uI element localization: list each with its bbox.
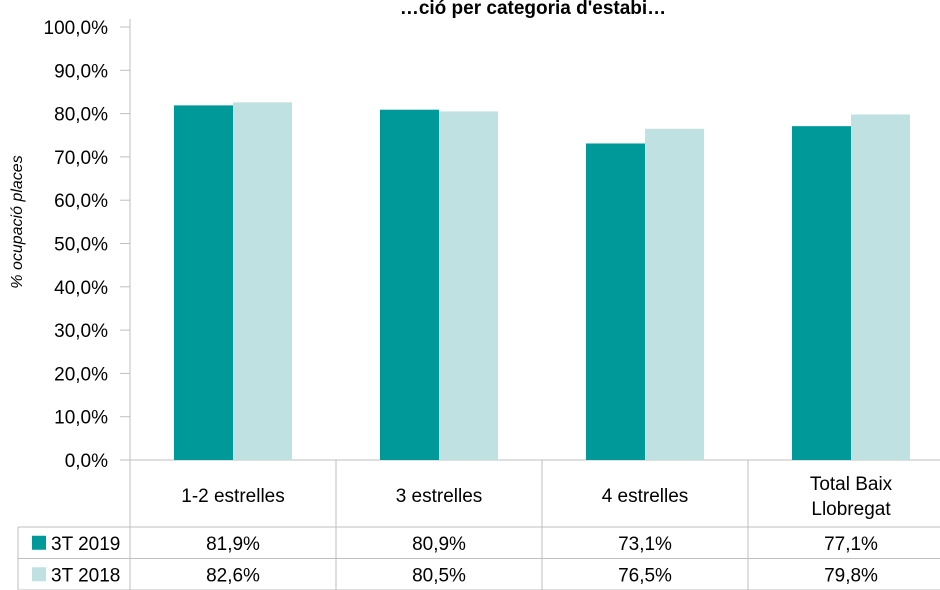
category-label: 3 estrelles (396, 486, 483, 507)
y-tick-label: 90,0% (54, 61, 108, 82)
y-axis-label: % ocupació places (9, 155, 26, 288)
table-value: 80,5% (412, 565, 466, 586)
y-tick-label: 10,0% (54, 408, 108, 429)
y-tick-label: 50,0% (54, 235, 108, 256)
legend-label: 3T 2019 (51, 534, 120, 555)
table-value: 73,1% (618, 534, 672, 555)
table-value: 76,5% (618, 565, 672, 586)
table-value: 80,9% (412, 534, 466, 555)
table-value: 79,8% (824, 565, 878, 586)
bar-3t-2019 (174, 105, 233, 461)
bar-layer (174, 102, 910, 461)
table-value: 82,6% (206, 565, 260, 586)
category-label: 4 estrelles (602, 486, 689, 507)
y-tick-label: 40,0% (54, 278, 108, 299)
bar-3t-2018 (645, 128, 704, 460)
bar-3t-2019 (380, 109, 439, 460)
y-tick-label: 20,0% (54, 364, 108, 385)
y-tick-label: 80,0% (54, 105, 108, 126)
legend-key (32, 535, 46, 550)
y-tick-label: 0,0% (65, 451, 108, 472)
chart-title: …ció per categoria d'estabi… (400, 0, 666, 19)
table-value: 77,1% (824, 534, 878, 555)
bar-3t-2018 (439, 111, 498, 460)
legend-label: 3T 2018 (51, 565, 120, 586)
table-value: 81,9% (206, 534, 260, 555)
bar-3t-2018 (233, 102, 292, 460)
y-tick-label: 100,0% (44, 18, 109, 39)
y-tick-label: 30,0% (54, 321, 108, 342)
bar-3t-2019 (792, 126, 851, 461)
y-tick-label: 70,0% (54, 148, 108, 169)
category-label: Total Baix Llobregat (810, 474, 893, 520)
y-tick-label: 60,0% (54, 191, 108, 212)
bar-3t-2018 (851, 114, 910, 460)
legend-key (32, 567, 46, 582)
category-label: 1-2 estrelles (181, 486, 285, 507)
data-table: 1-2 estrelles 3 estrelles 4 estrelles Total… (17, 460, 940, 590)
bar-3t-2019 (586, 143, 645, 461)
